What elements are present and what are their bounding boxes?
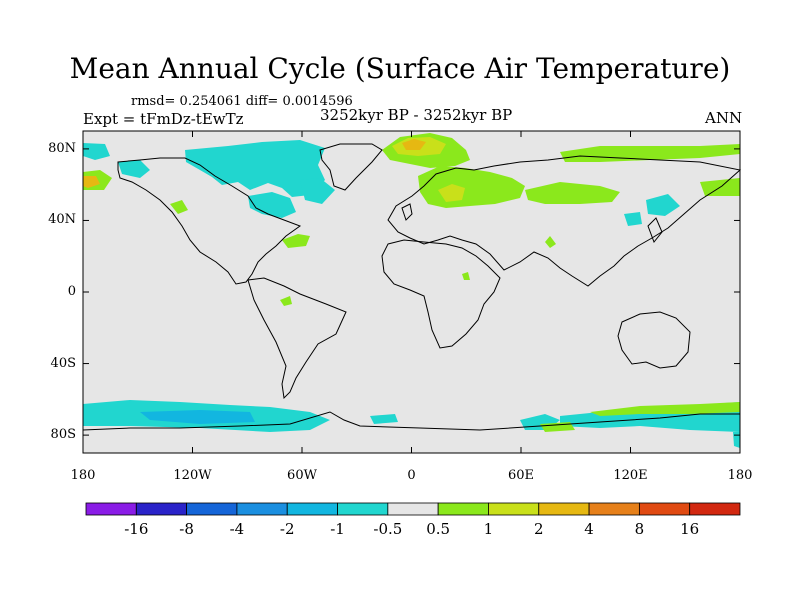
colorbar-box-4 (286, 502, 338, 516)
colorbar-label: -1 (330, 520, 345, 538)
map-background (83, 131, 740, 453)
chart-title: Mean Annual Cycle (Surface Air Temperatu… (69, 52, 731, 85)
cold-alaska (118, 160, 150, 178)
lon-label: 60E (507, 468, 535, 483)
warm-siberia (525, 182, 620, 204)
colorbar-label: 2 (533, 520, 544, 538)
colorbar (85, 502, 741, 516)
cold-japan-sea (624, 212, 642, 226)
colorbar-label: -8 (179, 520, 194, 538)
coast-greenland (319, 143, 383, 191)
coast-british-isles (401, 203, 413, 221)
period-text: 3252kyr BP - 3252kyr BP (320, 106, 513, 124)
warm-alaska-core (83, 176, 100, 188)
colorbar-label: -0.5 (373, 520, 403, 538)
stats-text: rmsd= 0.254061 diff= 0.0014596 (131, 94, 353, 109)
warm-antarctic-right (590, 402, 740, 416)
colorbar-label: 16 (680, 520, 700, 538)
colorbar-box-6 (387, 502, 439, 516)
lon-label: 60W (287, 468, 317, 483)
warm-barents-hot (402, 139, 426, 150)
coast-south-america (247, 277, 347, 400)
colorbar-label: 0.5 (426, 520, 451, 538)
cold-bering (83, 143, 110, 160)
colorbar-label: 8 (634, 520, 645, 538)
colorbar-box-0 (85, 502, 137, 516)
coast-eurasia (387, 155, 742, 287)
lon-label: 120E (613, 468, 648, 483)
lat-label: 40S (50, 355, 76, 371)
coast-north-america (117, 157, 302, 285)
lon-label: 180 (70, 468, 96, 483)
colorbar-box-7 (437, 502, 489, 516)
colorbar-box-10 (588, 502, 640, 516)
colorbar-label: -4 (229, 520, 245, 538)
cold-anomaly-regions (83, 140, 740, 448)
warm-atlantic (282, 234, 310, 248)
cold-antarctic-ross (140, 410, 255, 424)
coast-australia (617, 311, 691, 369)
colorbar-box-2 (186, 502, 238, 516)
colorbar-box-1 (135, 502, 188, 516)
coast-antarctica (82, 411, 740, 431)
colorbar-box-5 (337, 502, 389, 516)
lat-ticks (83, 148, 740, 436)
colorbar-label: 4 (584, 520, 594, 538)
coast-africa (381, 239, 501, 349)
colorbar-label: 1 (483, 520, 494, 538)
cold-sea-right-edge (733, 432, 740, 448)
warm-caspian (545, 236, 556, 248)
colorbar-label: -16 (124, 520, 149, 538)
lat-label: 0 (67, 284, 76, 299)
coastlines (82, 143, 742, 431)
lon-label: 0 (407, 468, 416, 483)
cold-south-atlantic (370, 414, 398, 424)
colorbar-box-12 (689, 502, 741, 516)
warm-scandinavia-core (438, 184, 465, 202)
cold-arctic-canada (185, 140, 325, 197)
colorbar-box-9 (538, 502, 590, 516)
colorbar-box-8 (488, 502, 540, 516)
colorbar-label: -2 (279, 520, 295, 538)
cold-northwest-pacific (646, 194, 680, 216)
colorbar-box-3 (236, 502, 288, 516)
colorbar-box-11 (638, 502, 691, 516)
season-text: ANN (705, 109, 743, 127)
lat-label: 80S (50, 427, 76, 443)
warm-north-america (170, 200, 188, 214)
lon-label: 180 (727, 468, 753, 483)
warm-africa-dot (462, 272, 470, 280)
warm-south-america-dot (280, 296, 292, 306)
lon-ticks (82, 131, 741, 453)
lat-label: 40N (48, 212, 76, 228)
experiment-text: Expt = tFmDz-tEwTz (83, 110, 244, 128)
coast-japan (647, 217, 663, 243)
lat-label: 80N (48, 140, 76, 156)
lon-label: 120W (173, 468, 212, 483)
cold-east-canada (300, 178, 335, 204)
cold-hudson-bay (248, 192, 296, 218)
